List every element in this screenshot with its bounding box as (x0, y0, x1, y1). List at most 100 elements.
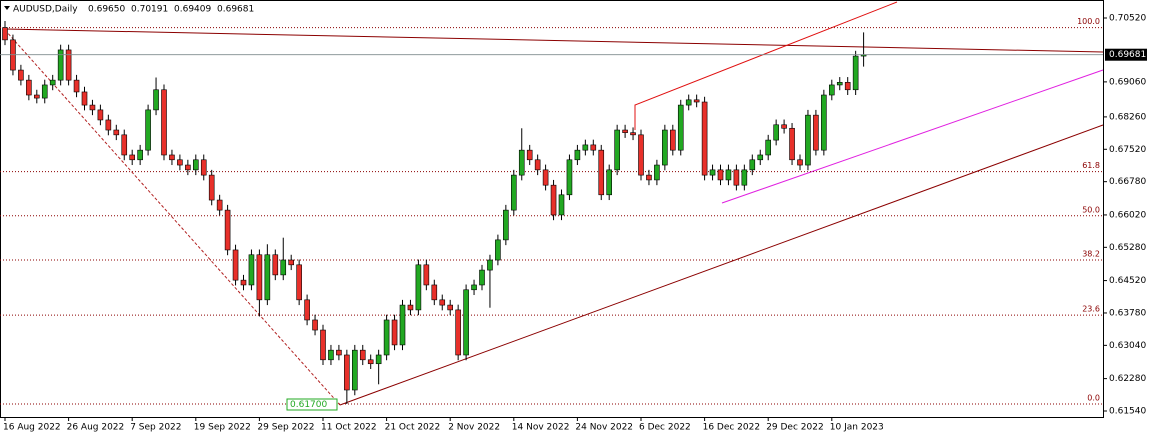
candle-body (701, 101, 708, 176)
x-tick-label: 6 Dec 2022 (639, 423, 691, 433)
candle-body (614, 129, 620, 171)
candle-body (73, 79, 80, 93)
fib-label: 0.0 (1087, 394, 1100, 403)
candle-body (789, 127, 795, 161)
candle-body (781, 124, 787, 129)
candle-body (526, 149, 533, 161)
candle-body (359, 349, 366, 361)
candle-body (2, 27, 8, 41)
candle-body (439, 299, 446, 306)
x-tick-label: 21 Oct 2022 (385, 423, 441, 433)
y-tick-label: 0.63780 (1109, 308, 1146, 318)
trendline (4, 28, 1104, 53)
candle-body (81, 91, 88, 106)
candle-body (208, 174, 215, 201)
candle-body (185, 164, 191, 171)
candle-body (574, 149, 581, 161)
candle-body (121, 134, 128, 156)
candle-body (33, 94, 40, 99)
candle-body (336, 349, 342, 356)
candle-body (503, 209, 509, 241)
candle-body (765, 139, 772, 156)
x-tick-label: 29 Sep 2022 (257, 423, 314, 433)
ohlc-low: 0.69409 (174, 5, 211, 15)
candle-body (836, 82, 843, 86)
y-tick-label: 0.70520 (1109, 13, 1146, 23)
candle-body (232, 249, 239, 281)
candle-body (662, 129, 668, 166)
y-tick-label: 0.65280 (1109, 243, 1146, 253)
candle-body (693, 99, 700, 103)
candle-body (638, 134, 644, 176)
y-tick-label: 0.63040 (1109, 341, 1146, 351)
candle-body (264, 254, 271, 301)
candle-body (725, 169, 732, 181)
candle-body (733, 169, 740, 186)
candle-body (320, 329, 326, 361)
candle-body (256, 254, 263, 301)
candle-body (677, 104, 684, 151)
candle-body (669, 129, 676, 151)
candle-body (582, 144, 589, 151)
symbol: AUDUSD,Daily (13, 5, 78, 15)
fib-label: 23.6 (1082, 305, 1100, 314)
candle-body (328, 349, 334, 361)
candle-body (216, 199, 223, 211)
candle-body (654, 164, 660, 181)
candle-body (97, 109, 104, 121)
x-tick-label: 24 Nov 2022 (575, 423, 633, 433)
channel-line (634, 1, 898, 130)
annotation-label: 0.61700 (290, 400, 327, 410)
candle-body (240, 279, 247, 286)
ohlc-high: 0.70191 (131, 5, 168, 15)
candle-body (749, 159, 756, 171)
candle-body (598, 149, 605, 196)
candle-body (813, 114, 819, 151)
candle-body (542, 169, 549, 186)
candle-body (828, 84, 835, 96)
candle-body (105, 119, 112, 131)
candle-body (296, 264, 302, 301)
candle-body (717, 169, 724, 181)
candle-body (622, 129, 628, 133)
y-tick-label: 0.66020 (1109, 210, 1146, 220)
candle-body (757, 154, 764, 161)
candle-body (89, 104, 96, 111)
y-tick-label: 0.64520 (1109, 276, 1146, 286)
candle-body (709, 169, 716, 176)
candle-body (558, 194, 565, 216)
candle-body (161, 89, 167, 156)
candle-body (566, 159, 573, 196)
candle-body (471, 284, 477, 291)
candle-body (65, 49, 72, 81)
candle-body (57, 49, 64, 81)
price-tag-label: 0.69681 (1109, 50, 1146, 60)
candle-body (399, 304, 406, 346)
candle-body (391, 319, 398, 346)
candle-body (487, 259, 493, 271)
candle-body (18, 69, 24, 81)
candle-body (177, 159, 183, 166)
candle-body (145, 109, 151, 151)
y-tick-label: 0.66780 (1109, 177, 1146, 187)
candle-body (367, 359, 374, 365)
candle-body (685, 99, 692, 106)
y-tick-label: 0.61540 (1109, 407, 1146, 417)
ohlc-open: 0.69650 (88, 5, 125, 15)
price-tag (1105, 48, 1147, 61)
candle-body (248, 254, 255, 286)
candle-body (550, 184, 557, 216)
x-tick-label: 7 Sep 2022 (130, 423, 181, 433)
candle-body (797, 159, 803, 166)
support-line (721, 69, 1104, 204)
candle-body (479, 269, 485, 286)
x-tick-label: 29 Dec 2022 (766, 423, 824, 433)
menu-arrow (4, 6, 10, 10)
x-tick-label: 19 Sep 2022 (194, 423, 251, 433)
annotation-box (286, 398, 338, 411)
candle-body (344, 354, 350, 391)
candle-body (304, 299, 310, 321)
candle-body (646, 174, 652, 181)
fib-label: 61.8 (1082, 161, 1100, 170)
candle-body (383, 319, 390, 356)
